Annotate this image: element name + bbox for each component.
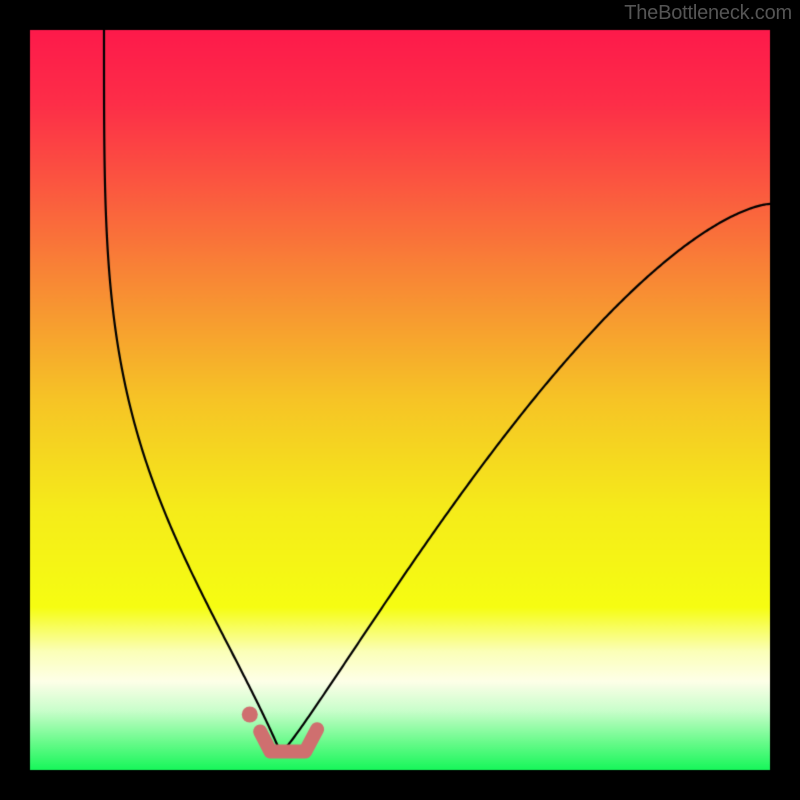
watermark-text: TheBottleneck.com [624, 2, 792, 25]
bottleneck-curve-chart [0, 0, 800, 800]
chart-container: TheBottleneck.com [0, 0, 800, 800]
